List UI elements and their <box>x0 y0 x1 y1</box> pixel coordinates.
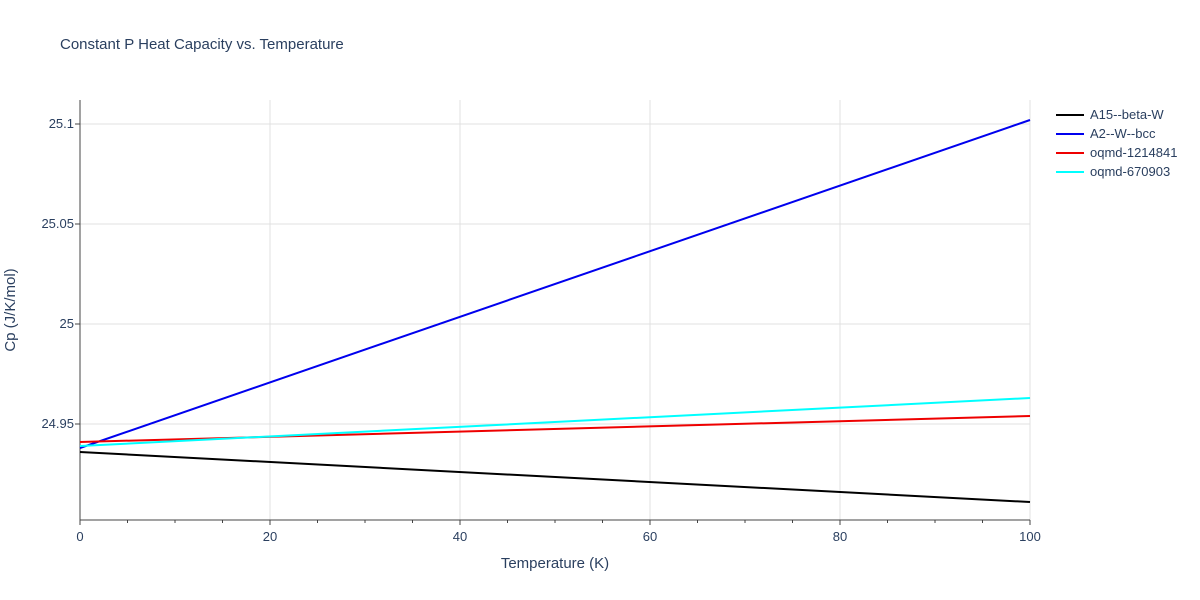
series-line[interactable] <box>79 451 1031 503</box>
series-layer <box>79 119 1031 503</box>
legend-item[interactable]: A15--beta-W <box>1056 107 1164 122</box>
series-line[interactable] <box>79 397 1031 447</box>
x-tick-label: 20 <box>263 529 277 544</box>
series-line[interactable] <box>79 119 1031 449</box>
legend-label: A15--beta-W <box>1090 107 1164 122</box>
y-tick-label: 24.95 <box>41 416 74 431</box>
legend-label: oqmd-670903 <box>1090 164 1170 179</box>
legend-label: A2--W--bcc <box>1090 126 1156 141</box>
y-axis-title: Cp (J/K/mol) <box>2 268 19 351</box>
x-axis-title: Temperature (K) <box>501 555 609 572</box>
x-tick-label: 0 <box>76 529 83 544</box>
legend-item[interactable]: A2--W--bcc <box>1056 126 1156 141</box>
y-tick-label: 25.1 <box>49 116 74 131</box>
y-tick-label: 25 <box>60 316 74 331</box>
chart-title: Constant P Heat Capacity vs. Temperature <box>60 36 344 53</box>
y-tick-label: 25.05 <box>41 216 74 231</box>
legend-item[interactable]: oqmd-670903 <box>1056 164 1170 179</box>
legend-label: oqmd-1214841 <box>1090 145 1177 160</box>
grid-layer <box>80 100 1031 520</box>
x-tick-label: 80 <box>833 529 847 544</box>
x-tick-label: 100 <box>1019 529 1041 544</box>
x-tick-label: 60 <box>643 529 657 544</box>
axis-layer: 0 20 40 60 80 100 24.95 25 25.05 25.1 <box>41 100 1041 544</box>
x-tick-label: 40 <box>453 529 467 544</box>
legend[interactable]: A15--beta-W A2--W--bcc oqmd-1214841 oqmd-67… <box>1056 107 1177 179</box>
legend-item[interactable]: oqmd-1214841 <box>1056 145 1177 160</box>
